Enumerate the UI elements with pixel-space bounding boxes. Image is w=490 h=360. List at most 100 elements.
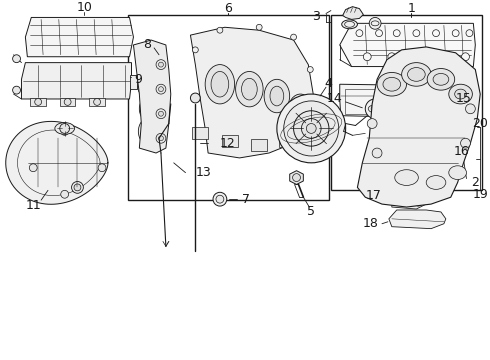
Ellipse shape: [294, 101, 306, 117]
Circle shape: [94, 99, 100, 105]
Ellipse shape: [264, 79, 290, 113]
Ellipse shape: [342, 20, 357, 29]
Circle shape: [363, 53, 371, 61]
Ellipse shape: [344, 21, 354, 27]
Circle shape: [61, 190, 69, 198]
Circle shape: [447, 53, 455, 61]
Bar: [416, 77, 438, 129]
Circle shape: [387, 97, 397, 107]
Circle shape: [13, 86, 21, 94]
Circle shape: [301, 119, 321, 138]
Circle shape: [365, 99, 385, 119]
Circle shape: [29, 164, 37, 172]
Ellipse shape: [408, 68, 425, 81]
Circle shape: [466, 104, 475, 114]
Circle shape: [408, 53, 416, 61]
Circle shape: [291, 34, 296, 40]
Circle shape: [158, 62, 163, 67]
Ellipse shape: [55, 122, 74, 134]
Bar: [127, 15, 329, 200]
Polygon shape: [6, 121, 108, 204]
Bar: [344, 89, 471, 114]
Text: 19: 19: [472, 188, 488, 201]
Ellipse shape: [142, 75, 156, 94]
Circle shape: [74, 184, 81, 191]
Ellipse shape: [416, 72, 438, 83]
Circle shape: [156, 60, 166, 69]
Circle shape: [356, 30, 363, 37]
Circle shape: [191, 93, 200, 103]
Polygon shape: [340, 84, 476, 119]
Circle shape: [388, 53, 396, 61]
Circle shape: [213, 192, 227, 206]
Ellipse shape: [270, 86, 284, 106]
Text: 6: 6: [224, 2, 232, 15]
Ellipse shape: [449, 166, 466, 180]
Circle shape: [13, 55, 21, 63]
Bar: [279, 135, 294, 147]
Ellipse shape: [377, 72, 407, 96]
Polygon shape: [25, 17, 133, 57]
Bar: [222, 135, 238, 147]
Bar: [193, 127, 208, 139]
Ellipse shape: [211, 72, 229, 97]
Polygon shape: [191, 27, 313, 158]
Circle shape: [400, 195, 410, 205]
Circle shape: [461, 138, 470, 148]
Ellipse shape: [426, 176, 446, 189]
Circle shape: [452, 30, 459, 37]
Circle shape: [156, 109, 166, 119]
Ellipse shape: [395, 170, 418, 185]
Circle shape: [376, 30, 383, 37]
Text: 15: 15: [456, 93, 471, 105]
Polygon shape: [22, 63, 131, 99]
Circle shape: [427, 53, 435, 61]
Circle shape: [60, 123, 70, 133]
Ellipse shape: [144, 101, 154, 117]
Circle shape: [415, 198, 422, 206]
Text: 11: 11: [25, 199, 41, 212]
Polygon shape: [357, 47, 480, 207]
Bar: [60, 98, 75, 106]
Polygon shape: [343, 6, 363, 19]
Bar: [251, 139, 267, 151]
Polygon shape: [392, 190, 428, 209]
Circle shape: [158, 87, 163, 91]
Circle shape: [293, 174, 300, 181]
Text: 13: 13: [196, 166, 211, 179]
Circle shape: [393, 30, 400, 37]
Circle shape: [372, 148, 382, 158]
Polygon shape: [389, 210, 446, 229]
Circle shape: [216, 195, 224, 203]
Text: 5: 5: [307, 206, 315, 219]
Bar: [407, 148, 416, 168]
Circle shape: [433, 30, 440, 37]
Ellipse shape: [289, 94, 312, 123]
Ellipse shape: [137, 69, 161, 99]
Ellipse shape: [416, 123, 438, 133]
Circle shape: [256, 24, 262, 30]
Ellipse shape: [455, 89, 466, 99]
Polygon shape: [133, 40, 171, 153]
Ellipse shape: [242, 78, 257, 100]
Text: 9: 9: [134, 73, 142, 86]
Circle shape: [61, 127, 69, 135]
Text: 10: 10: [76, 1, 92, 14]
Circle shape: [462, 53, 469, 61]
Ellipse shape: [139, 96, 159, 122]
Circle shape: [466, 30, 473, 37]
Circle shape: [369, 17, 381, 29]
Ellipse shape: [236, 72, 263, 107]
Circle shape: [156, 84, 166, 94]
Ellipse shape: [205, 64, 235, 104]
Bar: [89, 98, 105, 106]
Circle shape: [158, 136, 163, 141]
Circle shape: [98, 164, 106, 172]
Text: 17: 17: [366, 189, 382, 202]
Circle shape: [193, 47, 198, 53]
Polygon shape: [290, 171, 303, 184]
Circle shape: [72, 181, 83, 193]
Text: 4: 4: [324, 77, 332, 90]
Text: 3: 3: [312, 10, 320, 23]
Circle shape: [35, 99, 42, 105]
